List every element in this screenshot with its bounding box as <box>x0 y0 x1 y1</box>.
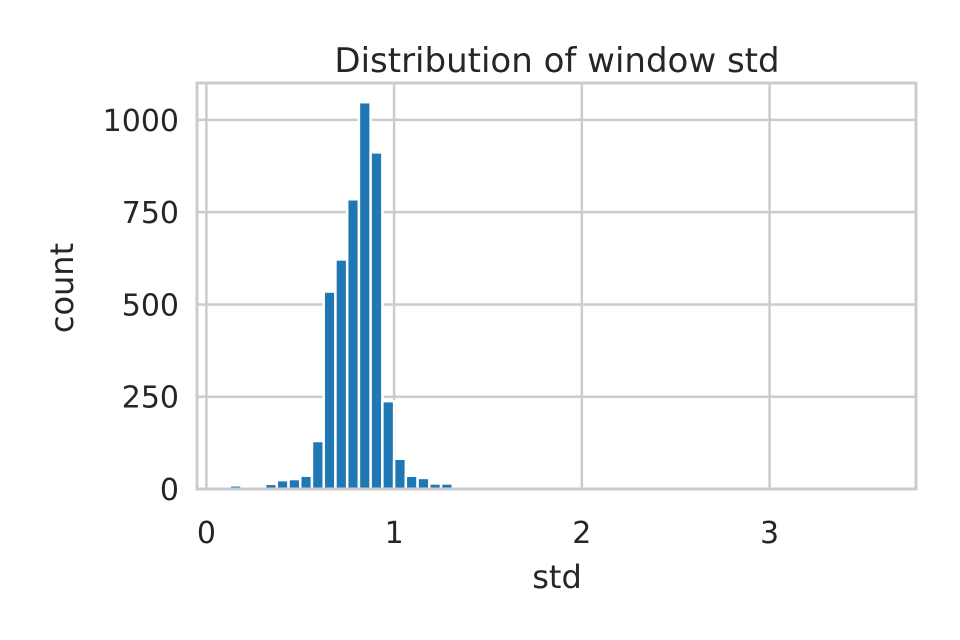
histogram-bar <box>334 258 349 491</box>
y-tick-labels: 0 250 500 750 1000 <box>103 104 179 508</box>
histogram-bar <box>310 439 325 491</box>
bars <box>228 100 889 491</box>
y-tick-label: 750 <box>122 196 179 231</box>
histogram-bar <box>416 476 431 491</box>
y-tick-label: 1000 <box>103 104 179 139</box>
x-tick-label: 3 <box>760 516 779 551</box>
x-tick-label: 2 <box>572 516 591 551</box>
histogram-bar <box>322 290 337 491</box>
y-axis-label: count <box>43 243 81 333</box>
histogram-bar <box>381 399 396 491</box>
y-tick-label: 500 <box>122 288 179 323</box>
histogram-bar <box>357 100 372 491</box>
histogram-bar <box>392 457 408 491</box>
histogram-bar <box>345 198 361 491</box>
gridlines <box>197 83 916 491</box>
histogram-bar <box>404 474 419 491</box>
chart-title: Distribution of window std <box>334 41 779 81</box>
x-axis-label: std <box>532 558 582 596</box>
histogram-bar <box>369 151 384 491</box>
plot-frame <box>195 81 918 491</box>
x-tick-labels: 0 1 2 3 <box>197 516 779 551</box>
x-tick-label: 0 <box>197 516 216 551</box>
y-tick-label: 0 <box>160 473 179 508</box>
y-tick-label: 250 <box>122 381 179 416</box>
histogram-bar <box>299 474 314 491</box>
x-tick-label: 1 <box>385 516 404 551</box>
